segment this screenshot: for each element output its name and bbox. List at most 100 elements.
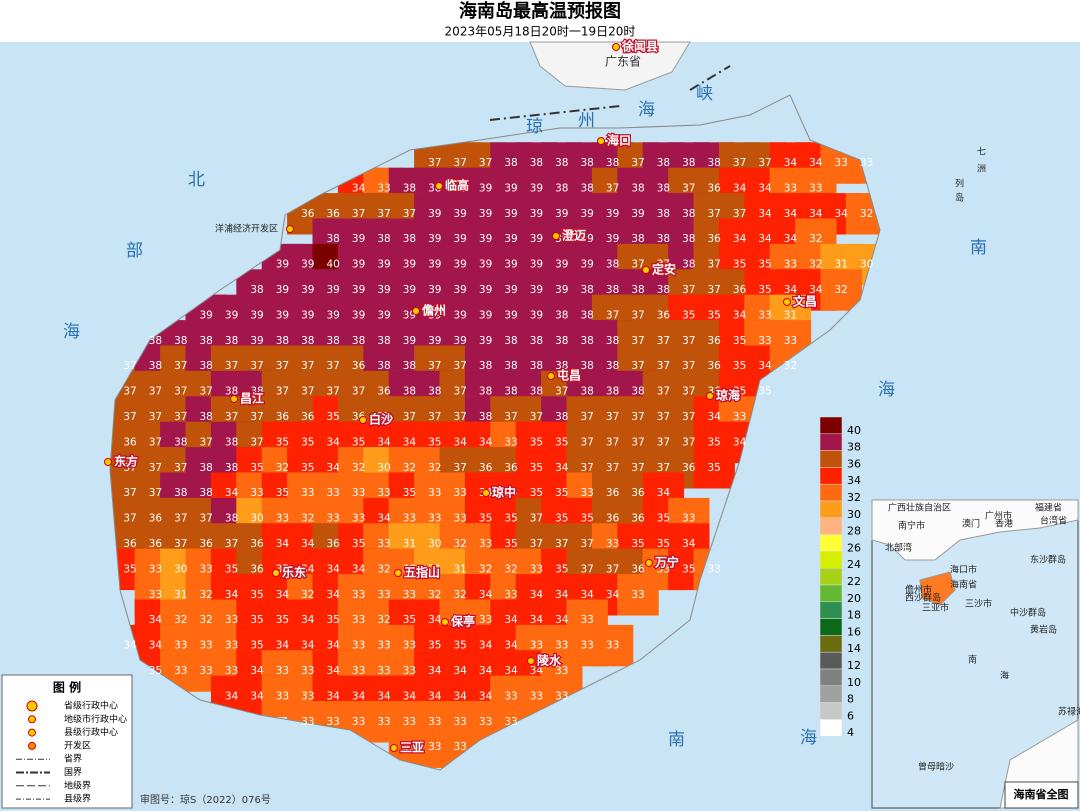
temp-value: 32 <box>784 360 797 372</box>
coastline <box>109 94 881 771</box>
temp-value: 39 <box>530 208 543 220</box>
temp-value: 37 <box>682 284 695 296</box>
temp-value: 33 <box>352 513 365 525</box>
legend-item: 开发区 <box>64 739 91 751</box>
temp-value: 37 <box>606 309 619 321</box>
temp-value: 38 <box>606 284 619 296</box>
temp-value: 37 <box>581 436 594 448</box>
temp-value: 33 <box>403 640 416 652</box>
temp-value: 37 <box>682 335 695 347</box>
sea-label: 洲 <box>977 164 986 175</box>
temp-value: 33 <box>149 563 162 575</box>
temp-value: 38 <box>682 233 695 245</box>
temp-value: 37 <box>149 487 162 499</box>
temp-value: 34 <box>377 513 391 525</box>
temp-value: 38 <box>200 462 213 474</box>
temp-value: 34 <box>327 640 341 652</box>
scale-label: 10 <box>847 676 861 689</box>
temp-value: 37 <box>708 259 721 271</box>
temp-value: 39 <box>428 259 441 271</box>
temp-value: 35 <box>301 462 314 474</box>
temp-value: 39 <box>428 335 441 347</box>
temp-value: 37 <box>631 462 644 474</box>
temp-value: 39 <box>504 309 517 321</box>
sea-label: 海 <box>800 728 817 748</box>
temp-value: 35 <box>581 513 594 525</box>
scale-label: 12 <box>847 659 861 672</box>
temp-value: 33 <box>403 665 416 677</box>
inset-label: 南 <box>968 654 977 666</box>
temp-value: 33 <box>352 589 365 601</box>
temp-value: 36 <box>250 538 264 550</box>
temp-value: 34 <box>225 487 239 499</box>
temp-value: 35 <box>403 614 416 626</box>
temp-value: 37 <box>123 386 136 398</box>
temp-value: 34 <box>479 640 493 652</box>
temp-value: 34 <box>250 665 264 677</box>
temp-value: 34 <box>708 411 722 423</box>
temp-value: 38 <box>631 233 644 245</box>
temp-cell <box>591 624 634 667</box>
inset-label: 三亚市 <box>922 602 949 614</box>
temp-value: 37 <box>682 411 695 423</box>
temp-value: 37 <box>327 360 340 372</box>
sea-label: 海 <box>638 100 655 120</box>
city-label: 保亭 <box>450 614 475 629</box>
temp-value: 33 <box>555 665 568 677</box>
temp-value: 39 <box>479 284 492 296</box>
temp-value: 35 <box>708 436 721 448</box>
city-label: 儋州 <box>422 303 446 318</box>
temp-value: 34 <box>581 589 595 601</box>
temp-value: 37 <box>174 411 187 423</box>
temp-value: 38 <box>301 335 314 347</box>
temp-value: 34 <box>758 233 772 245</box>
scale-swatch <box>819 702 843 720</box>
temp-value: 36 <box>327 208 341 220</box>
scale-swatch <box>819 651 843 670</box>
temp-value: 33 <box>403 513 416 525</box>
temp-value: 35 <box>428 640 441 652</box>
temp-value: 37 <box>657 411 670 423</box>
temp-value: 35 <box>708 462 721 474</box>
temp-value: 38 <box>504 386 517 398</box>
inset-label: 西沙群岛 <box>905 592 941 604</box>
temp-value: 36 <box>708 360 722 372</box>
temp-value: 38 <box>530 157 543 169</box>
temp-value: 37 <box>657 386 670 398</box>
temp-value: 36 <box>301 208 315 220</box>
temp-value: 36 <box>504 462 518 474</box>
temp-value: 37 <box>174 513 187 525</box>
temp-value: 37 <box>149 436 162 448</box>
city-marker <box>286 225 294 233</box>
temp-value: 36 <box>631 563 645 575</box>
temp-value: 33 <box>530 563 543 575</box>
temp-value: 39 <box>377 284 390 296</box>
temp-value: 34 <box>504 640 518 652</box>
temp-value: 38 <box>555 360 568 372</box>
temp-value: 34 <box>327 589 341 601</box>
temp-value: 38 <box>581 284 594 296</box>
sea-label: 峡 <box>696 84 713 104</box>
temp-value: 34 <box>327 665 341 677</box>
temp-value: 34 <box>530 614 544 626</box>
temp-value: 39 <box>454 309 467 321</box>
temp-value: 38 <box>530 386 543 398</box>
temp-value: 38 <box>225 386 238 398</box>
scale-swatch <box>819 567 843 586</box>
temp-value: 34 <box>479 690 493 702</box>
city-label: 临高 <box>445 178 469 193</box>
temp-value: 40 <box>327 259 340 271</box>
scale-swatch <box>819 483 843 502</box>
temp-value: 38 <box>479 411 492 423</box>
inset-label: 曾母暗沙 <box>918 761 954 773</box>
temp-value: 35 <box>708 309 721 321</box>
scale-label: 6 <box>847 709 854 722</box>
temp-value: 37 <box>301 386 314 398</box>
city-marker <box>645 559 653 567</box>
temp-value: 37 <box>606 182 619 194</box>
temp-value: 33 <box>200 563 213 575</box>
footer: 审图号：琼S（2022）076号 <box>140 793 271 806</box>
temp-value: 38 <box>174 487 187 499</box>
temp-value: 34 <box>758 182 772 194</box>
temp-value: 39 <box>428 233 441 245</box>
